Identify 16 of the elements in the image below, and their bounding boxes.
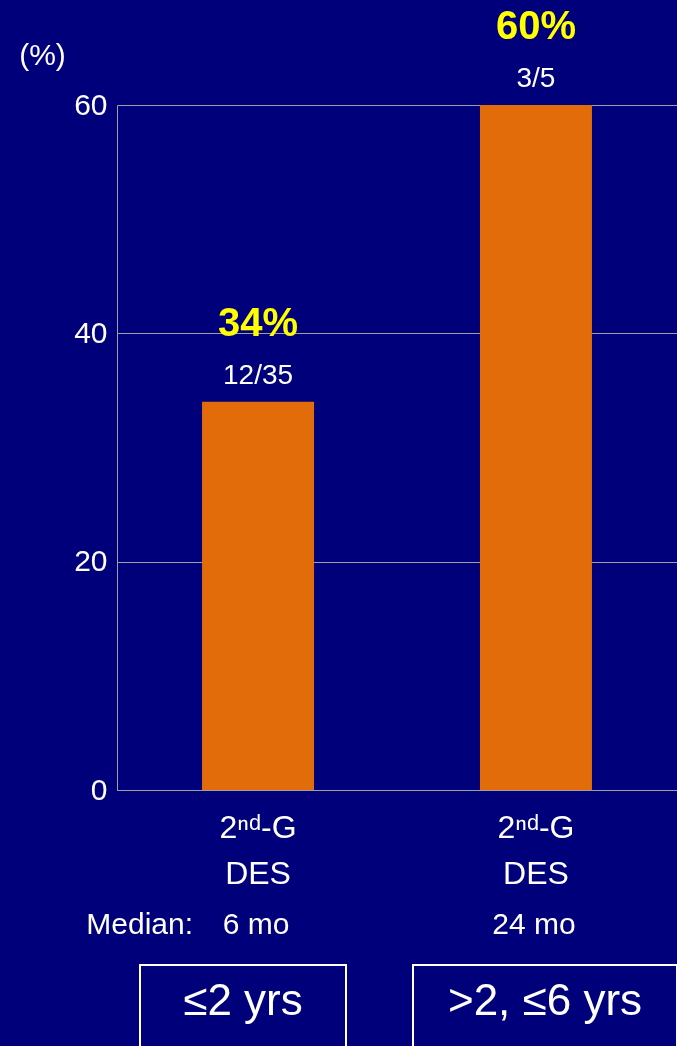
text: 6 mo: [222, 907, 290, 940]
text: Median:: [86, 907, 193, 940]
x-tick-label: 2ⁿᵈ-G DES: [497, 808, 575, 891]
data-label: 60%: [495, 3, 576, 47]
text: 3/5: [516, 62, 556, 93]
y-tick-label: 40: [74, 315, 108, 349]
y-tick-label: 20: [74, 544, 108, 578]
y-tick-label: 0: [90, 772, 108, 806]
text: >2, ≤6 yrs: [447, 975, 643, 1024]
x-tick-label: 2ⁿᵈ-G DES: [219, 808, 297, 891]
annotation: 12/35: [223, 358, 294, 390]
data-label: 34%: [218, 299, 299, 344]
text: ≤2 yrs: [183, 975, 303, 1024]
y-tick-label: 60: [74, 87, 108, 121]
y-axis-title: (%): [19, 37, 66, 71]
text: 24 mo: [492, 907, 576, 940]
